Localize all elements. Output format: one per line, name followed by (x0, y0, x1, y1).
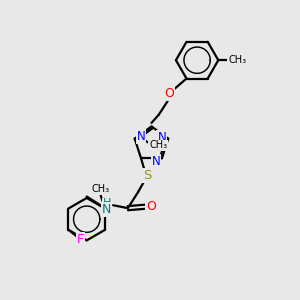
Text: CH₃: CH₃ (92, 184, 110, 194)
Text: S: S (143, 169, 151, 182)
Text: H: H (103, 199, 111, 208)
Text: F: F (76, 233, 84, 246)
Text: N: N (137, 130, 146, 143)
Text: N: N (102, 203, 111, 216)
Text: O: O (146, 200, 156, 213)
Text: O: O (164, 87, 174, 100)
Text: CH₃: CH₃ (149, 140, 167, 150)
Text: N: N (158, 131, 166, 144)
Text: N: N (152, 155, 160, 168)
Text: CH₃: CH₃ (228, 55, 246, 65)
